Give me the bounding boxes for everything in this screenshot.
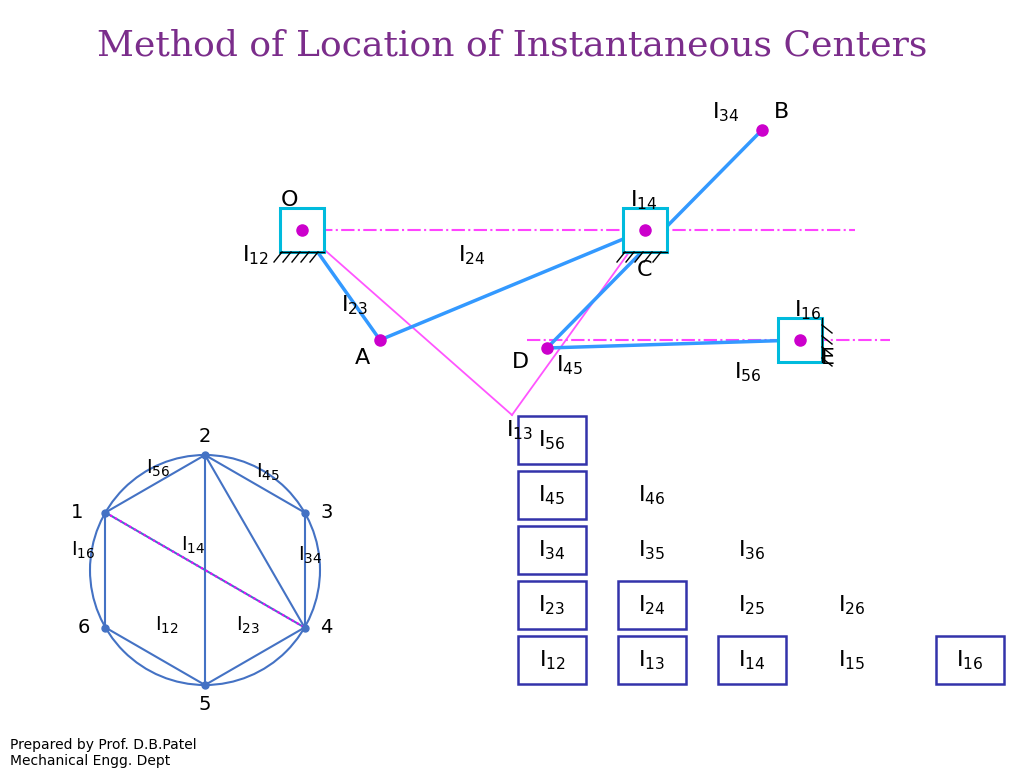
- Text: I$_{13}$: I$_{13}$: [638, 648, 666, 672]
- Bar: [280, 208, 324, 252]
- Text: D: D: [511, 352, 528, 372]
- Text: I$_{16}$: I$_{16}$: [795, 298, 822, 322]
- Bar: [778, 318, 822, 362]
- Text: I$_{26}$: I$_{26}$: [839, 593, 865, 617]
- Text: I$_{23}$: I$_{23}$: [539, 593, 565, 617]
- Text: A: A: [354, 348, 370, 368]
- Bar: [718, 636, 786, 684]
- Text: I$_{14}$: I$_{14}$: [738, 648, 766, 672]
- Text: I$_{56}$: I$_{56}$: [734, 360, 762, 384]
- Bar: [618, 581, 686, 629]
- Text: 4: 4: [321, 618, 333, 637]
- Text: I$_{45}$: I$_{45}$: [556, 353, 584, 377]
- Bar: [518, 416, 586, 464]
- Text: I$_{23}$: I$_{23}$: [236, 614, 260, 636]
- Text: I$_{34}$: I$_{34}$: [298, 545, 323, 566]
- Bar: [518, 471, 586, 519]
- Bar: [518, 636, 586, 684]
- Text: 3: 3: [321, 503, 333, 522]
- Text: I$_{46}$: I$_{46}$: [638, 483, 666, 507]
- Text: 2: 2: [199, 428, 211, 446]
- Text: I$_{25}$: I$_{25}$: [738, 593, 766, 617]
- Text: I$_{56}$: I$_{56}$: [145, 458, 170, 478]
- Text: I$_{45}$: I$_{45}$: [256, 462, 281, 482]
- Bar: [936, 636, 1004, 684]
- Text: Prepared by Prof. D.B.Patel
Mechanical Engg. Dept
I.E. College, Morbi: Prepared by Prof. D.B.Patel Mechanical E…: [10, 738, 197, 768]
- Bar: [518, 526, 586, 574]
- Text: I$_{34}$: I$_{34}$: [712, 100, 739, 124]
- Text: I$_{12}$: I$_{12}$: [242, 243, 268, 266]
- Text: 6: 6: [77, 618, 89, 637]
- Text: I$_{56}$: I$_{56}$: [539, 429, 566, 452]
- Text: I$_{24}$: I$_{24}$: [458, 243, 485, 266]
- Bar: [518, 581, 586, 629]
- Bar: [618, 636, 686, 684]
- Text: I$_{14}$: I$_{14}$: [630, 188, 657, 212]
- Text: I$_{23}$: I$_{23}$: [341, 293, 369, 317]
- Text: O: O: [282, 190, 299, 210]
- Text: I$_{35}$: I$_{35}$: [638, 538, 666, 562]
- Text: Method of Location of Instantaneous Centers: Method of Location of Instantaneous Cent…: [97, 28, 927, 62]
- Text: I$_{13}$: I$_{13}$: [507, 419, 534, 442]
- Text: I$_{34}$: I$_{34}$: [539, 538, 566, 562]
- Bar: [623, 208, 667, 252]
- Text: I$_{16}$: I$_{16}$: [71, 539, 95, 561]
- Text: I$_{36}$: I$_{36}$: [738, 538, 766, 562]
- Text: I$_{15}$: I$_{15}$: [839, 648, 865, 672]
- Text: B: B: [774, 102, 790, 122]
- Text: 1: 1: [72, 503, 84, 522]
- Text: C: C: [636, 260, 651, 280]
- Text: I$_{45}$: I$_{45}$: [539, 483, 565, 507]
- Text: I$_{12}$: I$_{12}$: [155, 614, 179, 636]
- Text: E: E: [821, 348, 835, 368]
- Text: I$_{14}$: I$_{14}$: [181, 535, 205, 556]
- Text: 5: 5: [199, 696, 211, 714]
- Text: I$_{24}$: I$_{24}$: [638, 593, 666, 617]
- Text: I$_{12}$: I$_{12}$: [539, 648, 565, 672]
- Text: I$_{16}$: I$_{16}$: [956, 648, 984, 672]
